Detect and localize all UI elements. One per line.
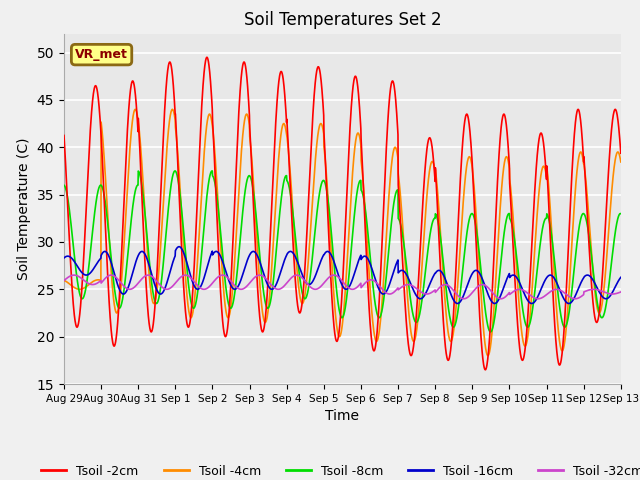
X-axis label: Time: Time (325, 409, 360, 423)
Y-axis label: Soil Temperature (C): Soil Temperature (C) (17, 138, 31, 280)
Title: Soil Temperatures Set 2: Soil Temperatures Set 2 (244, 11, 441, 29)
Legend: Tsoil -2cm, Tsoil -4cm, Tsoil -8cm, Tsoil -16cm, Tsoil -32cm: Tsoil -2cm, Tsoil -4cm, Tsoil -8cm, Tsoi… (36, 460, 640, 480)
Text: VR_met: VR_met (75, 48, 128, 61)
